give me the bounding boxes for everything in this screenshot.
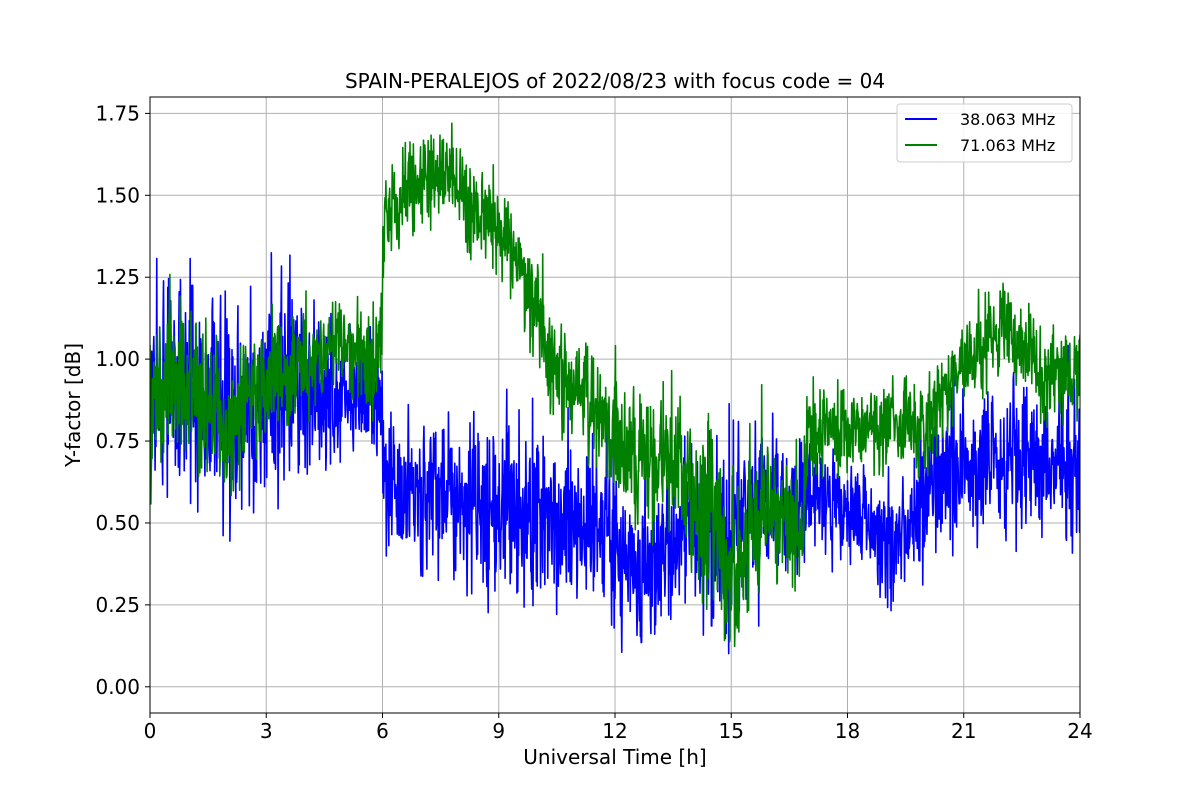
x-tick-label: 0 [144,719,157,743]
y-tick-label: 1.25 [95,265,140,289]
y-axis-label: Y-factor [dB] [61,343,85,468]
x-tick-label: 24 [1067,719,1092,743]
x-tick-label: 21 [951,719,976,743]
x-tick-label: 15 [719,719,744,743]
y-tick-label: 1.50 [95,183,140,207]
y-tick-label: 0.50 [95,511,140,535]
y-tick-label: 1.75 [95,101,140,125]
axis-ticks: 0 3 6 9 12 15 18 21 24 0.00 0.25 0.50 0.75 1.00 1.25 1.… [95,101,1092,743]
series-line-1 [150,252,1080,655]
chart-title: SPAIN-PERALEJOS of 2022/08/23 with focus… [345,69,885,93]
x-tick-label: 6 [376,719,389,743]
y-tick-label: 0.00 [95,675,140,699]
x-tick-label: 3 [260,719,273,743]
series-line-2 [150,122,1080,648]
legend-label: 38.063 MHz [960,110,1055,129]
legend: 38.063 MHz 71.063 MHz [896,103,1073,163]
x-axis-label: Universal Time [h] [523,745,706,769]
y-tick-label: 0.25 [95,593,140,617]
legend-label: 71.063 MHz [960,136,1055,155]
y-tick-label: 1.00 [95,347,140,371]
y-tick-label: 0.75 [95,429,140,453]
x-tick-label: 18 [835,719,860,743]
x-tick-label: 9 [492,719,505,743]
series-layer [150,122,1080,655]
legend-box [896,103,1073,163]
x-tick-label: 12 [602,719,627,743]
